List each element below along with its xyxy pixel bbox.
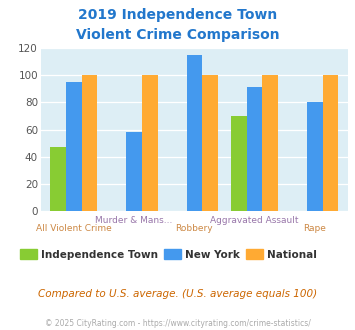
Text: Compared to U.S. average. (U.S. average equals 100): Compared to U.S. average. (U.S. average … bbox=[38, 289, 317, 299]
Bar bbox=[323, 75, 338, 211]
Text: 2019 Independence Town: 2019 Independence Town bbox=[78, 8, 277, 22]
Bar bbox=[262, 75, 278, 211]
Bar bbox=[82, 75, 97, 211]
Text: All Violent Crime: All Violent Crime bbox=[36, 224, 112, 233]
Text: Rape: Rape bbox=[303, 224, 326, 233]
Bar bbox=[202, 75, 218, 211]
Bar bbox=[50, 147, 66, 211]
Bar bbox=[247, 87, 262, 211]
Legend: Independence Town, New York, National: Independence Town, New York, National bbox=[16, 245, 321, 264]
Text: Violent Crime Comparison: Violent Crime Comparison bbox=[76, 28, 279, 42]
Bar bbox=[142, 75, 158, 211]
Bar bbox=[307, 102, 323, 211]
Bar bbox=[126, 132, 142, 211]
Text: Murder & Mans...: Murder & Mans... bbox=[95, 216, 173, 225]
Bar bbox=[66, 82, 82, 211]
Bar bbox=[231, 116, 247, 211]
Bar bbox=[186, 55, 202, 211]
Text: Aggravated Assault: Aggravated Assault bbox=[210, 216, 299, 225]
Text: Robbery: Robbery bbox=[176, 224, 213, 233]
Text: © 2025 CityRating.com - https://www.cityrating.com/crime-statistics/: © 2025 CityRating.com - https://www.city… bbox=[45, 319, 310, 328]
